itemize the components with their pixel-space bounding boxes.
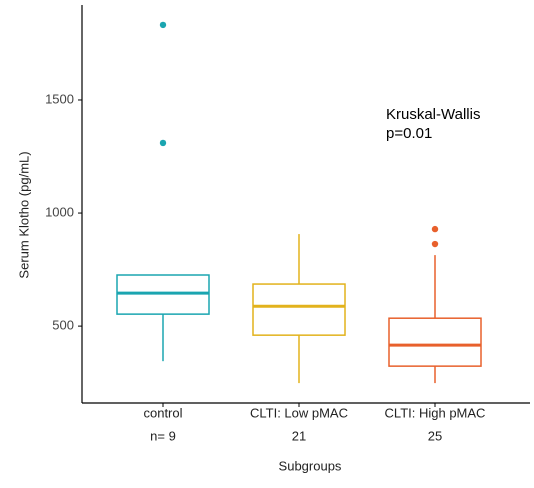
- y-axis-title: Serum Klotho (pg/mL): [16, 151, 31, 278]
- box: [252, 283, 346, 336]
- n-label: 25: [428, 428, 442, 443]
- y-tick-label: 1000: [45, 204, 74, 219]
- y-tick-label: 500: [52, 318, 74, 333]
- y-tick-label: 1500: [45, 91, 74, 106]
- outlier: [159, 139, 167, 147]
- annotation: Kruskal-Wallis: [386, 106, 480, 123]
- x-tick-label: control: [143, 405, 182, 420]
- outlier: [159, 21, 167, 29]
- outlier: [431, 225, 439, 233]
- annotation: p=0.01: [386, 125, 432, 142]
- x-tick-label: CLTI: High pMAC: [385, 405, 486, 420]
- x-axis-title: Subgroups: [279, 458, 342, 473]
- box: [388, 317, 482, 367]
- outlier: [431, 240, 439, 248]
- x-tick-label: CLTI: Low pMAC: [250, 405, 348, 420]
- n-label: n= 9: [150, 428, 176, 443]
- n-label: 21: [292, 428, 306, 443]
